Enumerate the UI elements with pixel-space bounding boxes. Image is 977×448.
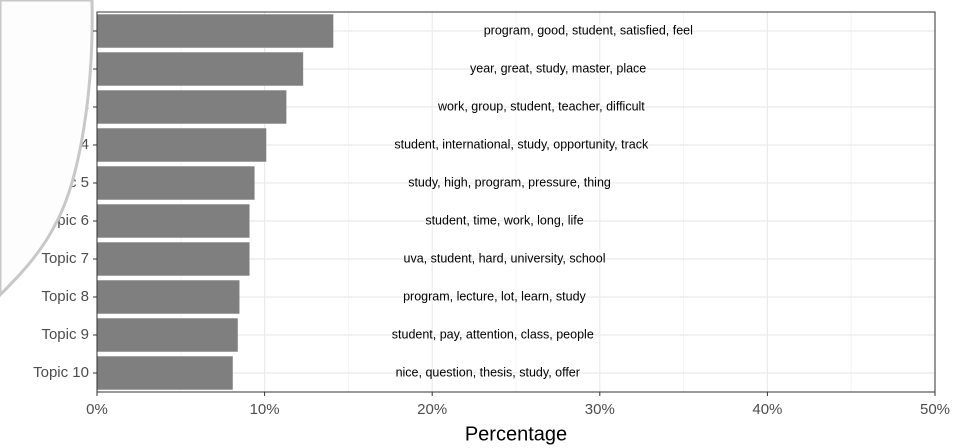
y-tick-label: Topic 10 [33,364,89,381]
bar-annotation: nice, question, thesis, study, offer [396,365,580,379]
bar [97,14,334,48]
x-tick-label: 10% [250,401,280,418]
bar-annotation: work, group, student, teacher, difficult [437,99,645,113]
bar-annotation: student, time, work, long, life [425,213,583,227]
bar [97,242,250,276]
bar [97,90,287,124]
bar [97,204,250,238]
y-tick-label: Topic 7 [41,250,89,267]
bar-annotation: year, great, study, master, place [470,61,646,75]
bar-annotation: uva, student, hard, university, school [404,251,606,265]
bar [97,166,255,200]
bar [97,128,267,162]
bar-annotation: student, pay, attention, class, people [392,327,594,341]
x-axis-label: Percentage [465,423,567,445]
panel-border [96,11,936,393]
bar-annotation: program, good, student, satisfied, feel [484,23,693,37]
bar [97,52,304,86]
x-tick-label: 30% [585,401,615,418]
bar-annotation: study, high, program, pressure, thing [408,175,611,189]
y-tick-label: Topic 8 [41,288,89,305]
bar [97,280,240,314]
y-tick-label: Topic 9 [41,326,89,343]
bar-annotation: program, lecture, lot, learn, study [403,289,586,303]
bar-annotation: student, international, study, opportuni… [394,137,649,151]
x-tick-label: 40% [752,401,782,418]
x-tick-label: 50% [920,401,950,418]
overlay-shape [0,0,94,298]
bar [97,318,238,352]
bar [97,356,233,390]
x-tick-label: 0% [86,401,108,418]
x-tick-label: 20% [417,401,447,418]
